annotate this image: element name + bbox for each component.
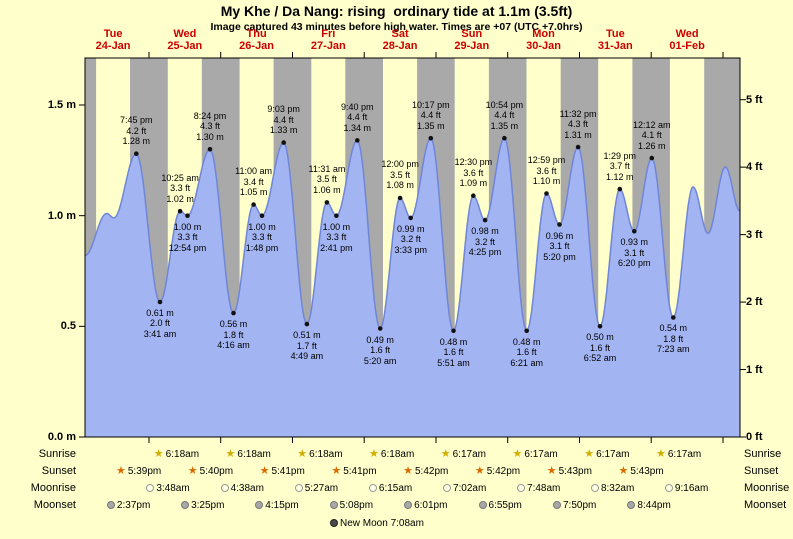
page-subtitle: Image captured 43 minutes before high wa… bbox=[210, 21, 583, 33]
tide-extreme-dot bbox=[304, 321, 310, 327]
tide-extreme-dot bbox=[251, 202, 256, 207]
plot-frame bbox=[84, 57, 741, 438]
tide-extreme-dot bbox=[617, 186, 623, 192]
tide-extreme-dot bbox=[324, 200, 330, 205]
tide-extreme-dot bbox=[649, 155, 655, 161]
tide-extreme-dot bbox=[397, 195, 403, 201]
tide-extreme-dot bbox=[334, 213, 339, 218]
tide-extreme-dot bbox=[451, 328, 456, 334]
tide-extreme-dot bbox=[355, 138, 360, 143]
tide-extreme-dot bbox=[185, 213, 190, 218]
tide-extreme-dot bbox=[557, 222, 562, 227]
tide-extreme-dot bbox=[207, 147, 213, 152]
tide-extreme-dot bbox=[134, 151, 139, 156]
tide-extreme-dot bbox=[671, 315, 676, 320]
tide-extreme-dot bbox=[471, 193, 476, 198]
tide-extreme-dot bbox=[428, 135, 434, 141]
tide-extreme-dot bbox=[231, 310, 236, 316]
tide-extreme-dot bbox=[408, 215, 414, 221]
tide-area bbox=[85, 138, 740, 437]
tide-extreme-dot bbox=[482, 217, 488, 223]
tide-extreme-dot bbox=[632, 228, 637, 234]
tide-extreme-dot bbox=[597, 324, 603, 329]
tide-extreme-dot bbox=[502, 135, 507, 141]
page-title: My Khe / Da Nang: rising ordinary tide a… bbox=[220, 3, 573, 19]
tide-extreme-dot bbox=[259, 213, 265, 218]
tide-extreme-dot bbox=[544, 191, 549, 196]
tide-extreme-dot bbox=[377, 326, 383, 331]
tide-extreme-dot bbox=[575, 144, 581, 150]
tide-extreme-dot bbox=[157, 299, 163, 305]
tide-extreme-dot bbox=[177, 208, 183, 214]
tide-extreme-dot bbox=[524, 328, 529, 334]
tide-extreme-dot bbox=[281, 140, 287, 145]
